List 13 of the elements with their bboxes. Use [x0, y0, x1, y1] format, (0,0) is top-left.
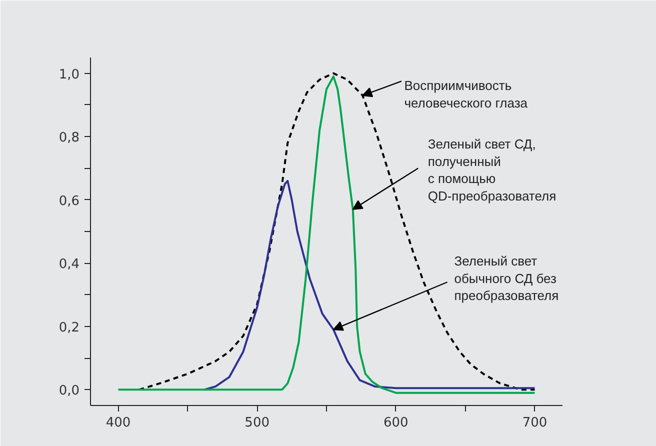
annotation: Восприимчивость человеческого глаза	[404, 78, 528, 110]
annotation: Зеленый свет обычного СД без преобразователя	[454, 254, 559, 304]
annotation: Зеленый свет СД, полученный с помощью QD-преобразователя	[428, 136, 556, 204]
y-tick-label: 0,8	[58, 130, 80, 146]
x-tick-label: 700	[522, 416, 548, 430]
y-tick-label: 1,0	[58, 67, 80, 82]
y-tick-label: 0,6	[58, 194, 80, 209]
x-tick-label: 500	[244, 416, 270, 430]
y-tick-label: 0,2	[58, 320, 80, 336]
y-tick-label: 0,4	[58, 257, 80, 272]
y-tick-label: 0,0	[58, 384, 80, 399]
x-tick-label: 400	[106, 416, 131, 430]
x-tick-label: 600	[384, 416, 408, 430]
